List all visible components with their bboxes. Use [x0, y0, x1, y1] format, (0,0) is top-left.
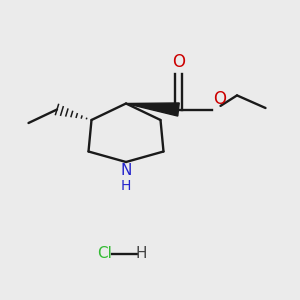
Text: H: H: [135, 246, 147, 261]
Text: Cl: Cl: [98, 246, 112, 261]
Text: O: O: [213, 90, 226, 108]
Text: N: N: [120, 163, 132, 178]
Text: H: H: [121, 178, 131, 193]
Text: O: O: [172, 53, 185, 71]
Polygon shape: [126, 103, 179, 116]
